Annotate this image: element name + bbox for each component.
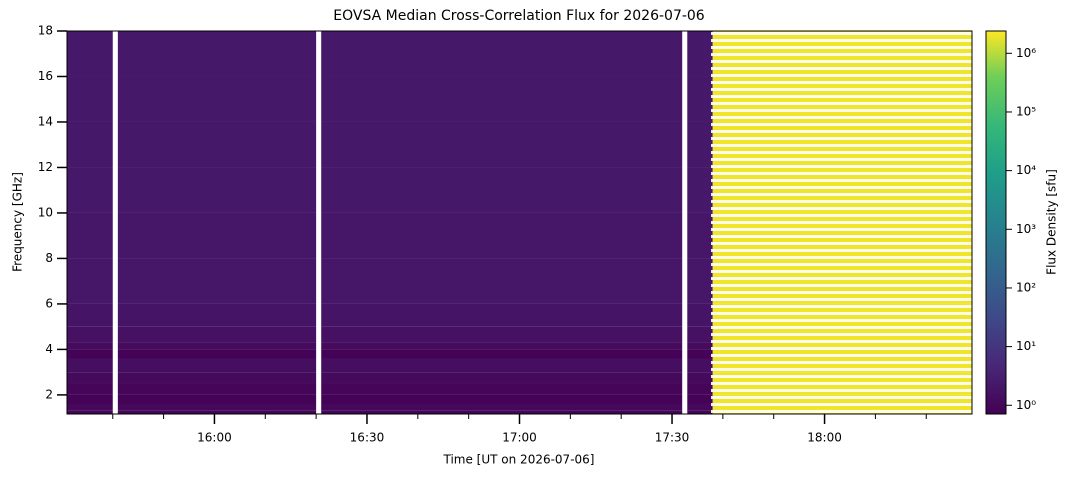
heatmap-cell (687, 349, 713, 359)
heatmap-cell (117, 394, 317, 404)
heatmap-cell (67, 258, 113, 304)
colorbar-tick-label: 10⁰ (1016, 398, 1036, 412)
heatmap-cell (117, 342, 317, 350)
heatmap-cell (687, 326, 713, 343)
heatmap-cell (687, 358, 713, 373)
y-tick-label: 12 (38, 160, 53, 174)
heatmap-cell (687, 372, 713, 384)
y-tick-label: 8 (45, 251, 53, 265)
heatmap-cell (67, 121, 113, 168)
heatmap-cell (321, 121, 683, 168)
heatmap-cell (117, 383, 317, 395)
heatmap-cell (117, 326, 317, 343)
y-tick-label: 10 (38, 205, 53, 219)
heatmap-cell (67, 31, 113, 77)
heatmap-cell (321, 167, 683, 213)
y-tick-label: 14 (38, 114, 53, 128)
colorbar (985, 30, 1007, 415)
heatmap-cell (321, 394, 683, 404)
heatmap-cell (67, 303, 113, 327)
heatmap-cell (687, 76, 713, 122)
y-tick-label: 16 (38, 69, 53, 83)
heatmap-cell (67, 383, 113, 395)
heatmap-cell (321, 76, 683, 122)
heatmap-cell (117, 121, 317, 168)
colorbar-tick-label: 10⁶ (1016, 46, 1036, 60)
heatmap-cell (117, 349, 317, 359)
heatmap-cell (67, 342, 113, 350)
colorbar-tick-label: 10² (1016, 280, 1036, 294)
x-tick-label: 18:00 (807, 431, 842, 445)
heatmap-cell (117, 372, 317, 384)
heatmap-cell (321, 372, 683, 384)
heatmap-cell (117, 31, 317, 77)
heatmap-cell (321, 410, 683, 414)
chart-title: EOVSA Median Cross-Correlation Flux for … (333, 8, 705, 24)
heatmap-cell (687, 383, 713, 395)
heatmap-cell (67, 326, 113, 343)
heatmap-cell (687, 121, 713, 168)
colorbar-tick-label: 10¹ (1016, 339, 1036, 353)
y-tick-label: 6 (45, 296, 53, 310)
heatmap-cell (117, 76, 317, 122)
y-tick-label: 4 (45, 342, 53, 356)
y-axis-label: Frequency [GHz] (11, 172, 25, 272)
heatmap-cell (687, 258, 713, 304)
heatmap-cell (321, 326, 683, 343)
y-tick-label: 18 (38, 24, 53, 38)
x-tick-label: 16:30 (350, 431, 385, 445)
stripe-texture (711, 31, 972, 414)
heatmap-cell (67, 403, 113, 411)
heatmap-cell (67, 372, 113, 384)
heatmap-cell (687, 167, 713, 213)
heatmap-cell (687, 31, 713, 77)
heatmap-cell (321, 383, 683, 395)
colorbar-label: Flux Density [sfu] (1045, 169, 1059, 275)
heatmap-cell (321, 342, 683, 350)
heatmap-cell (117, 410, 317, 414)
heatmap-cell (687, 410, 713, 414)
y-tick-label: 2 (45, 387, 53, 401)
heatmap-cell (321, 31, 683, 77)
heatmap-cell (67, 394, 113, 404)
x-tick-label: 17:00 (502, 431, 537, 445)
heatmap-cell (67, 212, 113, 259)
heatmap-cell (321, 212, 683, 259)
colorbar-tick-label: 10⁵ (1016, 104, 1036, 118)
heatmap-cell (117, 212, 317, 259)
colorbar-tick-label: 10⁴ (1016, 163, 1036, 177)
x-tick-label: 17:30 (655, 431, 690, 445)
heatmap-cell (117, 303, 317, 327)
heatmap-cell (321, 349, 683, 359)
heatmap-cell (67, 167, 113, 213)
heatmap-cell (117, 258, 317, 304)
heatmap-cell (117, 403, 317, 411)
heatmap-cell (687, 303, 713, 327)
heatmap-cell (67, 410, 113, 414)
x-tick-label: 16:00 (197, 431, 232, 445)
heatmap-cell (67, 76, 113, 122)
heatmap-cell (687, 394, 713, 404)
heatmap-cell (321, 303, 683, 327)
x-axis-label: Time [UT on 2026-07-06] (443, 453, 595, 467)
heatmap-cell (321, 358, 683, 373)
heatmap-cell (687, 212, 713, 259)
heatmap-cell (321, 258, 683, 304)
heatmap-cell (117, 167, 317, 213)
heatmap-cell (117, 358, 317, 373)
heatmap-cell (321, 403, 683, 411)
heatmap-cell (687, 342, 713, 350)
heatmap-cell (687, 403, 713, 411)
heatmap-cell (67, 349, 113, 359)
colorbar-tick-label: 10³ (1016, 222, 1036, 236)
heatmap-cell (67, 358, 113, 373)
